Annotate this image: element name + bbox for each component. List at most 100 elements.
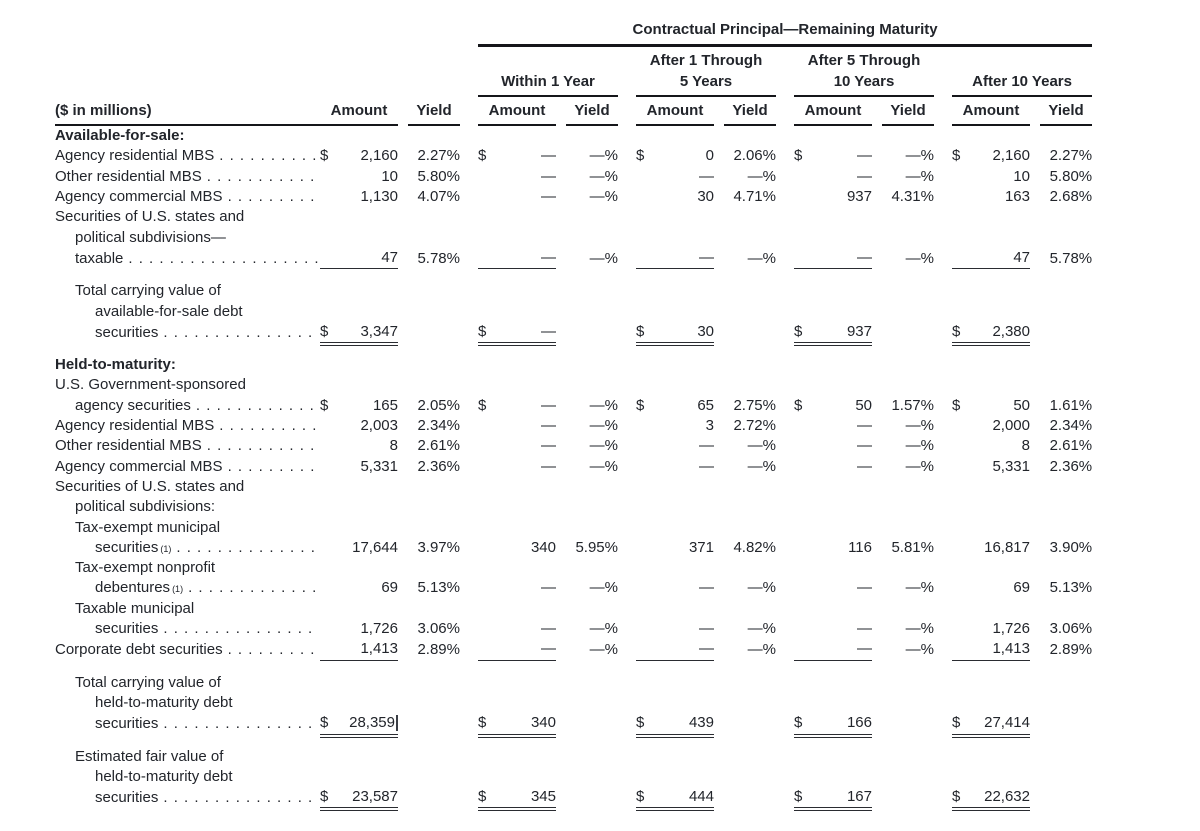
yield-cell bbox=[714, 302, 776, 322]
yield-cell bbox=[714, 787, 776, 808]
yield-cell: —% bbox=[556, 396, 618, 416]
yield-cell bbox=[398, 599, 460, 619]
amount-cell: 340 bbox=[478, 538, 556, 558]
yield-cell bbox=[398, 735, 460, 767]
column-spacer bbox=[776, 518, 794, 538]
yield-cell: 2.05% bbox=[398, 396, 460, 416]
amount-value: 1,726 bbox=[360, 620, 398, 638]
column-spacer bbox=[460, 207, 478, 227]
amount-cell bbox=[478, 477, 556, 497]
amount-cell: $340 bbox=[478, 713, 556, 738]
column-spacer bbox=[934, 767, 952, 787]
yield-cell bbox=[872, 661, 934, 693]
amount-cell: 5,331 bbox=[952, 457, 1030, 477]
yield-value: 3.06% bbox=[417, 620, 460, 638]
yield-cell bbox=[872, 558, 934, 578]
amount-value: 10 bbox=[1013, 167, 1030, 185]
amount-value: 50 bbox=[855, 396, 872, 414]
amount-value: 1,413 bbox=[992, 640, 1030, 658]
dollar-sign: $ bbox=[636, 714, 645, 732]
yield-cell: —% bbox=[556, 436, 618, 456]
column-spacer bbox=[776, 538, 794, 558]
yield-header: Yield bbox=[714, 96, 776, 127]
yield-value: 5.13% bbox=[1049, 579, 1093, 597]
yield-cell bbox=[872, 322, 934, 343]
yield-value: —% bbox=[589, 188, 618, 206]
yield-cell bbox=[714, 558, 776, 578]
yield-cell bbox=[398, 477, 460, 497]
amount-cell: $ — bbox=[794, 146, 872, 166]
yield-cell bbox=[872, 599, 934, 619]
yield-value: —% bbox=[747, 437, 776, 455]
amount-cell bbox=[320, 767, 398, 787]
column-spacer bbox=[934, 558, 952, 578]
yield-cell: —% bbox=[556, 619, 618, 639]
yield-header: Yield bbox=[398, 96, 460, 127]
yield-cell: —% bbox=[872, 167, 934, 187]
column-spacer bbox=[618, 497, 636, 517]
spacer bbox=[320, 46, 398, 96]
column-spacer bbox=[776, 735, 794, 767]
amount-cell: — bbox=[794, 416, 872, 436]
row-label: Agency residential MBS bbox=[55, 416, 320, 436]
column-spacer bbox=[460, 713, 478, 734]
yield-cell bbox=[714, 322, 776, 343]
spacer bbox=[460, 96, 478, 126]
yield-value: 2.61% bbox=[417, 437, 460, 455]
amount-cell bbox=[952, 558, 1030, 578]
column-spacer bbox=[460, 693, 478, 713]
yield-cell: —% bbox=[556, 248, 618, 269]
amount-cell: — bbox=[478, 639, 556, 661]
leader-dots bbox=[219, 416, 318, 436]
column-spacer bbox=[460, 126, 478, 146]
yield-cell bbox=[398, 126, 460, 146]
column-spacer bbox=[460, 343, 478, 375]
yield-cell bbox=[1030, 713, 1092, 734]
column-spacer bbox=[618, 661, 636, 693]
yield-cell bbox=[872, 126, 934, 146]
amount-cell: 1,413 bbox=[952, 639, 1030, 661]
spacer bbox=[618, 46, 636, 96]
amount-cell: 69 bbox=[320, 578, 398, 598]
table-row: Tax-exempt municipal bbox=[55, 518, 1092, 538]
amount-value: — bbox=[541, 167, 556, 185]
amount-cell: $2,380 bbox=[952, 322, 1030, 347]
yield-cell: —% bbox=[872, 457, 934, 477]
row-label: Agency commercial MBS bbox=[55, 187, 320, 207]
column-spacer bbox=[776, 207, 794, 227]
amount-value: — bbox=[857, 579, 872, 597]
amount-value: 167 bbox=[846, 788, 872, 806]
row-label: Total carrying value of bbox=[55, 661, 320, 693]
yield-cell: 5.13% bbox=[398, 578, 460, 598]
column-spacer bbox=[618, 248, 636, 269]
table-row: Taxable municipal bbox=[55, 599, 1092, 619]
spacer bbox=[776, 46, 794, 96]
amount-cell bbox=[636, 518, 714, 538]
amount-cell: $2,160 bbox=[320, 146, 398, 166]
yield-cell: —% bbox=[872, 248, 934, 269]
column-spacer bbox=[618, 228, 636, 248]
group-line-2: 10 Years bbox=[833, 72, 895, 90]
yield-cell: —% bbox=[872, 436, 934, 456]
amount-cell bbox=[636, 207, 714, 227]
yield-cell bbox=[872, 269, 934, 301]
table-row: Agency residential MBS 2,003 2.34% — —% 3 2.72… bbox=[55, 416, 1092, 436]
amount-cell bbox=[478, 735, 556, 767]
amount-cell: $28,359 bbox=[320, 713, 398, 738]
leader-dots bbox=[128, 249, 318, 269]
amount-cell bbox=[320, 661, 398, 693]
amount-cell bbox=[952, 661, 1030, 693]
yield-value: —% bbox=[905, 147, 934, 165]
amount-value: — bbox=[857, 167, 872, 185]
column-spacer bbox=[460, 228, 478, 248]
amount-cell bbox=[794, 477, 872, 497]
yield-cell bbox=[398, 693, 460, 713]
column-spacer bbox=[934, 187, 952, 207]
group-header-after-5-through-10: After 5 Through 10 Years bbox=[794, 45, 934, 97]
yield-value: 4.31% bbox=[891, 188, 934, 206]
column-spacer bbox=[934, 639, 952, 660]
amount-value: 69 bbox=[1013, 579, 1030, 597]
amount-cell: 2,003 bbox=[320, 416, 398, 436]
yield-cell bbox=[714, 713, 776, 734]
amount-cell bbox=[794, 343, 872, 375]
